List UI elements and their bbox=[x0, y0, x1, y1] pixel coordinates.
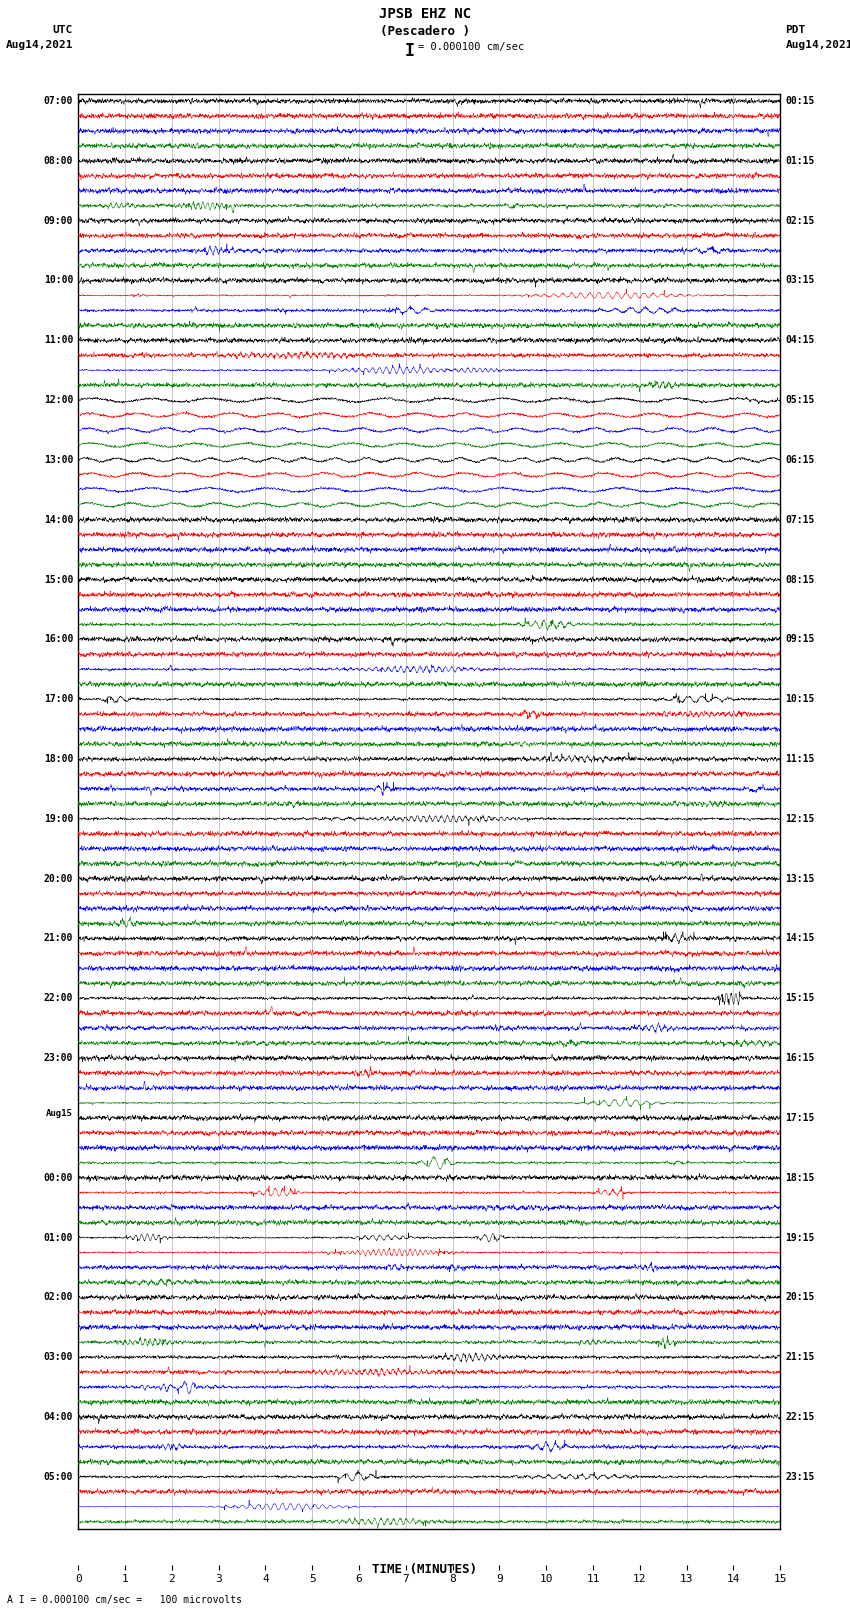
Text: 12:15: 12:15 bbox=[785, 815, 815, 824]
Text: 16:15: 16:15 bbox=[785, 1053, 815, 1063]
Text: 20:15: 20:15 bbox=[785, 1292, 815, 1302]
Text: 04:00: 04:00 bbox=[43, 1411, 73, 1423]
Text: 11:00: 11:00 bbox=[43, 336, 73, 345]
Text: 01:00: 01:00 bbox=[43, 1232, 73, 1242]
Text: 10:15: 10:15 bbox=[785, 694, 815, 705]
Text: 08:00: 08:00 bbox=[43, 156, 73, 166]
Text: 09:15: 09:15 bbox=[785, 634, 815, 644]
Text: 21:00: 21:00 bbox=[43, 934, 73, 944]
Text: 03:00: 03:00 bbox=[43, 1352, 73, 1361]
Text: 17:15: 17:15 bbox=[785, 1113, 815, 1123]
Text: = 0.000100 cm/sec: = 0.000100 cm/sec bbox=[418, 42, 524, 52]
Text: 18:15: 18:15 bbox=[785, 1173, 815, 1182]
Text: 00:00: 00:00 bbox=[43, 1173, 73, 1182]
Text: 07:00: 07:00 bbox=[43, 97, 73, 106]
Text: 13:00: 13:00 bbox=[43, 455, 73, 465]
Text: 05:15: 05:15 bbox=[785, 395, 815, 405]
Text: Aug14,2021: Aug14,2021 bbox=[785, 39, 850, 50]
Text: 14:00: 14:00 bbox=[43, 515, 73, 524]
Text: TIME (MINUTES): TIME (MINUTES) bbox=[372, 1563, 478, 1576]
Text: 14:15: 14:15 bbox=[785, 934, 815, 944]
Text: 13:15: 13:15 bbox=[785, 874, 815, 884]
Text: 01:15: 01:15 bbox=[785, 156, 815, 166]
Text: PDT: PDT bbox=[785, 24, 806, 35]
Text: 18:00: 18:00 bbox=[43, 753, 73, 765]
Text: A I = 0.000100 cm/sec =   100 microvolts: A I = 0.000100 cm/sec = 100 microvolts bbox=[7, 1595, 241, 1605]
Text: 02:15: 02:15 bbox=[785, 216, 815, 226]
Text: 16:00: 16:00 bbox=[43, 634, 73, 644]
Text: 04:15: 04:15 bbox=[785, 336, 815, 345]
Text: 12:00: 12:00 bbox=[43, 395, 73, 405]
Text: UTC: UTC bbox=[53, 24, 73, 35]
Text: 23:00: 23:00 bbox=[43, 1053, 73, 1063]
Text: 22:15: 22:15 bbox=[785, 1411, 815, 1423]
Text: (Pescadero ): (Pescadero ) bbox=[380, 24, 470, 39]
Text: 02:00: 02:00 bbox=[43, 1292, 73, 1302]
Text: 08:15: 08:15 bbox=[785, 574, 815, 584]
Text: 15:00: 15:00 bbox=[43, 574, 73, 584]
Text: Aug15: Aug15 bbox=[46, 1108, 73, 1118]
Text: 17:00: 17:00 bbox=[43, 694, 73, 705]
Text: 22:00: 22:00 bbox=[43, 994, 73, 1003]
Text: 21:15: 21:15 bbox=[785, 1352, 815, 1361]
Text: 11:15: 11:15 bbox=[785, 753, 815, 765]
Text: 00:15: 00:15 bbox=[785, 97, 815, 106]
Text: 05:00: 05:00 bbox=[43, 1471, 73, 1482]
Text: 10:00: 10:00 bbox=[43, 276, 73, 286]
Text: 09:00: 09:00 bbox=[43, 216, 73, 226]
Text: JPSB EHZ NC: JPSB EHZ NC bbox=[379, 6, 471, 21]
Text: 07:15: 07:15 bbox=[785, 515, 815, 524]
Text: 06:15: 06:15 bbox=[785, 455, 815, 465]
Text: 20:00: 20:00 bbox=[43, 874, 73, 884]
Text: Aug14,2021: Aug14,2021 bbox=[6, 39, 73, 50]
Text: 19:15: 19:15 bbox=[785, 1232, 815, 1242]
Text: 15:15: 15:15 bbox=[785, 994, 815, 1003]
Text: 03:15: 03:15 bbox=[785, 276, 815, 286]
Text: 23:15: 23:15 bbox=[785, 1471, 815, 1482]
Text: I: I bbox=[405, 42, 415, 60]
Text: 19:00: 19:00 bbox=[43, 815, 73, 824]
